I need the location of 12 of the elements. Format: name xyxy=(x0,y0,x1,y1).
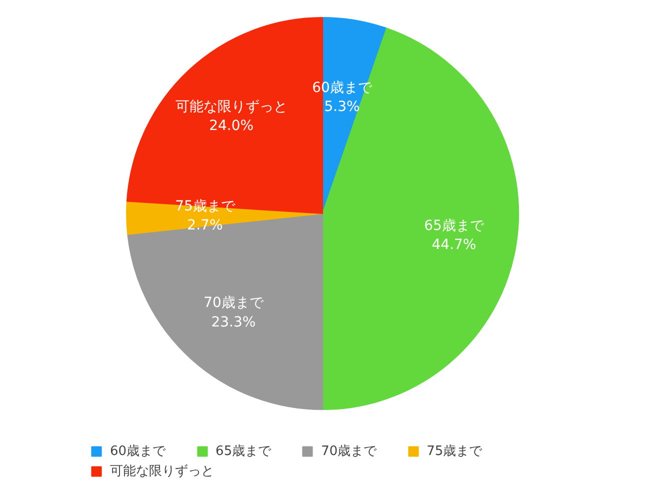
data-label: 44.7% xyxy=(432,237,476,254)
slice-label: 70歳まで xyxy=(204,295,264,312)
legend-label: 60歳まで xyxy=(110,443,166,460)
slice-label: 可能な限りずっと xyxy=(175,98,288,115)
legend-label: 可能な限りずっと xyxy=(110,463,214,480)
slice-label: 65歳まで xyxy=(424,218,485,234)
data-label: 5.3% xyxy=(324,99,360,116)
legend-label: 75歳まで xyxy=(426,443,482,460)
legend-label: 70歳まで xyxy=(321,443,377,460)
data-label: 24.0% xyxy=(209,118,254,134)
data-label: 23.3% xyxy=(211,314,256,330)
legend-label: 65歳まで xyxy=(216,443,272,460)
